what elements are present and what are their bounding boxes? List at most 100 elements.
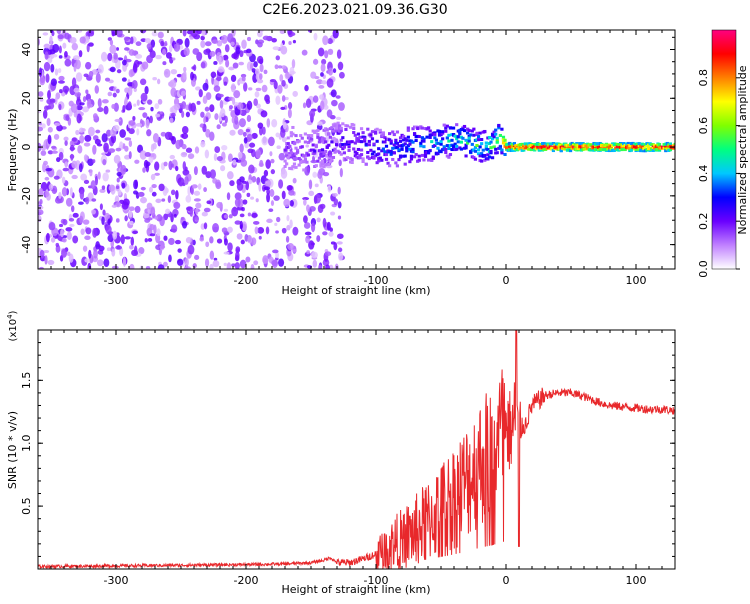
- spectrogram-cell: [305, 144, 310, 148]
- spectrogram-cell: [175, 189, 179, 200]
- snr-y-label: SNR (10 * v/v): [6, 411, 19, 489]
- spectrogram-cell: [439, 142, 443, 146]
- spectrogram-cell: [310, 71, 317, 79]
- spectrogram-cell: [289, 200, 294, 207]
- spectrogram-cell: [240, 239, 245, 245]
- spectrogram-cell: [47, 134, 52, 145]
- spectrogram-cell: [325, 145, 329, 149]
- spectrogram-cell: [375, 127, 379, 131]
- spectrogram-cell: [317, 140, 322, 144]
- spectrogram-cell: [364, 162, 368, 166]
- spectrogram-cell: [78, 163, 83, 173]
- spectrogram-cell: [66, 231, 72, 240]
- spectrogram-cell: [328, 264, 334, 269]
- spectrogram-cell: [338, 159, 342, 167]
- spectrogram-cell: [262, 35, 270, 41]
- spectrogram-x-tick-label: -100: [364, 274, 389, 287]
- spectrogram-cell: [453, 134, 457, 138]
- spectrogram-cell: [419, 141, 423, 145]
- spectrogram-cell: [72, 212, 79, 218]
- spectrogram-cell: [447, 139, 451, 143]
- spectrogram-cell: [86, 98, 92, 109]
- spectrogram-cell: [201, 211, 208, 217]
- spectrogram-cell: [109, 44, 117, 54]
- spectrogram-cell: [411, 140, 415, 144]
- spectrogram-cell: [395, 164, 400, 168]
- spectrogram-cell: [326, 109, 333, 118]
- spectrogram-cell: [288, 190, 295, 196]
- spectrogram-cell: [472, 127, 476, 131]
- spectrogram-cell: [324, 50, 329, 59]
- spectrogram-cell: [172, 57, 176, 61]
- spectrogram-cell: [273, 195, 280, 201]
- spectrogram-cell: [304, 84, 309, 92]
- spectrogram-cell: [433, 136, 437, 140]
- spectrogram-cell: [64, 50, 68, 58]
- spectrogram-cell: [292, 162, 297, 166]
- spectrogram-x-tick-label: 0: [503, 274, 510, 287]
- spectrogram-cell: [98, 245, 105, 252]
- spectrogram-cell: [467, 139, 471, 143]
- spectrogram-cell: [77, 30, 83, 33]
- spectrogram-cell: [286, 215, 290, 222]
- spectrogram-cell: [146, 43, 152, 50]
- spectrogram-cell: [88, 70, 94, 78]
- spectrogram-cell: [392, 143, 396, 147]
- spectrogram-cell: [489, 149, 493, 153]
- spectrogram-cell: [369, 133, 373, 137]
- spectrogram-cell: [274, 64, 279, 70]
- spectrogram-cell: [372, 142, 376, 146]
- spectrogram-cell: [239, 259, 247, 269]
- spectrogram-cell: [317, 170, 323, 180]
- spectrogram-cell: [456, 140, 460, 144]
- spectrogram-cell: [473, 145, 478, 149]
- spectrogram-cell: [478, 131, 482, 135]
- spectrogram-cell: [430, 140, 434, 144]
- spectrogram-cell: [115, 47, 120, 51]
- spectrogram-cell: [405, 146, 409, 150]
- spectrogram-cell: [406, 128, 410, 132]
- spectrogram-cell: [138, 107, 146, 111]
- spectrogram-cell: [122, 104, 126, 113]
- spectrogram-cell: [279, 30, 286, 35]
- spectrogram-cell: [154, 172, 160, 176]
- spectrogram-cell: [193, 64, 197, 71]
- spectrogram-cell: [172, 208, 179, 217]
- spectrogram-cell: [462, 129, 467, 133]
- spectrogram-cell: [75, 129, 80, 136]
- spectrogram-cell: [204, 41, 212, 47]
- colorbar-tick-label: 0.6: [697, 117, 710, 135]
- spectrogram-cell: [223, 251, 230, 255]
- spectrogram-cell: [442, 145, 446, 149]
- spectrogram-cell: [436, 152, 440, 156]
- colorbar: 0.0 0.2 0.4 0.6 0.8 Normalized spectral ampl…: [697, 29, 749, 278]
- spectrogram-cell: [384, 157, 389, 161]
- spectrogram-cell: [266, 192, 270, 203]
- spectrogram-cell: [501, 135, 506, 139]
- spectrogram-cell: [238, 61, 245, 66]
- spectrogram-cell: [105, 169, 111, 173]
- spectrogram-cell: [195, 30, 203, 35]
- spectrogram-cell: [500, 127, 504, 131]
- spectrogram-cell: [373, 130, 378, 134]
- spectrogram-cell: [255, 198, 259, 203]
- spectrogram-cell: [169, 79, 177, 89]
- spectrogram-cell: [65, 197, 73, 207]
- spectrogram-cell: [83, 179, 90, 185]
- spectrogram-cell: [330, 211, 336, 216]
- spectrogram-cell: [190, 30, 197, 37]
- spectrogram-cell: [498, 146, 502, 150]
- spectrogram-cell: [331, 155, 336, 159]
- spectrogram-cell: [154, 161, 160, 171]
- spectrogram-cell: [433, 132, 437, 136]
- spectrogram-cell: [289, 167, 293, 171]
- spectrogram-cell: [620, 146, 624, 150]
- spectrogram-cell: [344, 142, 348, 146]
- spectrogram-cell: [213, 257, 218, 261]
- spectrogram-cell: [212, 226, 219, 233]
- spectrogram-cell: [304, 166, 310, 176]
- spectrogram-cell: [307, 30, 313, 33]
- spectrogram-cell: [310, 137, 314, 141]
- spectrogram-cell: [420, 126, 424, 130]
- spectrogram-cell: [197, 183, 202, 190]
